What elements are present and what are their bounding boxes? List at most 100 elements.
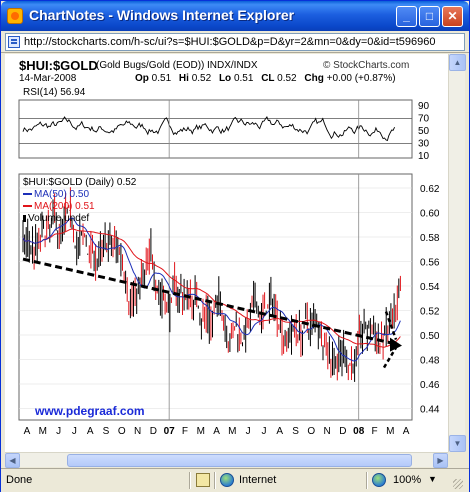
rsi-label: RSI(14) 56.94 [23, 87, 86, 98]
chart-symbol: $HUI:$GOLD [19, 58, 98, 73]
security-icon[interactable] [196, 473, 210, 487]
minimize-button[interactable]: _ [396, 6, 417, 27]
price-tick-label: 0.46 [420, 380, 440, 391]
security-zone[interactable]: Internet [239, 474, 277, 486]
x-tick-label: A [403, 426, 410, 437]
title-bar[interactable]: ChartNotes - Windows Internet Explorer _… [1, 1, 469, 31]
x-tick-label: D [339, 426, 346, 437]
ma50-line [22, 217, 401, 362]
price-panel: 0.62 0.60 0.58 0.56 0.54 0.52 0.50 0.48 0.46 0.44… [18, 173, 440, 437]
close-value: 0.52 [277, 73, 297, 84]
legend-volume: Volume undef [23, 213, 89, 224]
x-tick-label: S [292, 426, 299, 437]
x-tick-label: A [276, 426, 283, 437]
zoom-icon[interactable] [372, 473, 386, 487]
zoom-dropdown-icon[interactable]: ▼ [428, 474, 437, 484]
x-tick-label: 07 [164, 426, 176, 437]
arrow-head [390, 337, 402, 352]
high-label: Hi [178, 73, 189, 84]
resize-grip-icon[interactable] [453, 479, 463, 489]
scroll-down-button[interactable]: ▼ [449, 435, 466, 452]
status-divider [214, 472, 215, 489]
legend-ma50: MA(50) 0.50 [23, 189, 89, 200]
x-tick-label: O [118, 426, 126, 437]
horizontal-scrollbar[interactable]: ◀ ▶ [5, 452, 448, 468]
price-tick-label: 0.54 [420, 282, 440, 293]
watermark-link[interactable]: www.pdegraaf.com [35, 404, 145, 418]
price-tick-label: 0.52 [420, 307, 440, 318]
x-tick-label: M [386, 426, 394, 437]
address-url[interactable]: http://stockcharts.com/h-sc/ui?s=$HUI:$G… [24, 36, 436, 48]
rsi-tick-label: 70 [418, 114, 430, 125]
x-tick-label: M [228, 426, 236, 437]
vertical-scrollbar[interactable]: ▲ ▼ [448, 54, 466, 452]
ohlc-readout: Op 0.51 Hi 0.52 Lo 0.51 CL 0.52 Chg +0.0… [135, 73, 401, 84]
close-label: CL [261, 73, 275, 84]
zoom-level[interactable]: 100% [393, 474, 422, 486]
status-divider [366, 472, 367, 489]
price-tick-label: 0.58 [420, 233, 440, 244]
legend-volume-text: Volume undef [28, 213, 90, 224]
chart-exchange: INDX/INDX [207, 60, 258, 71]
address-bar: http://stockcharts.com/h-sc/ui?s=$HUI:$G… [1, 31, 469, 53]
chart-date: 14-Mar-2008 [19, 73, 77, 84]
legend-ma200: MA(200) 0.51 [23, 201, 95, 212]
change-value: +0.00 (+0.87%) [326, 73, 396, 84]
internet-zone-icon [220, 473, 234, 487]
x-tick-label: J [261, 426, 266, 437]
page-content: $HUI:$GOLD (Gold Bugs/Gold (EOD)) INDX/I… [5, 54, 448, 452]
price-label: $HUI:$GOLD (Daily) 0.52 [23, 177, 137, 188]
x-tick-label: A [87, 426, 94, 437]
x-tick-label: O [307, 426, 315, 437]
price-tick-label: 0.50 [420, 331, 440, 342]
address-field[interactable]: http://stockcharts.com/h-sc/ui?s=$HUI:$G… [5, 33, 465, 51]
status-text: Done [6, 474, 33, 486]
close-button[interactable]: ✕ [442, 6, 463, 27]
x-tick-label: 08 [353, 426, 365, 437]
low-label: Lo [218, 73, 232, 84]
x-tick-label: D [150, 426, 157, 437]
x-tick-label: M [197, 426, 205, 437]
price-tick-label: 0.56 [420, 258, 440, 269]
rsi-line [22, 115, 396, 142]
x-tick-label: A [24, 426, 31, 437]
scroll-right-button[interactable]: ▶ [433, 453, 448, 468]
high-value: 0.52 [191, 73, 212, 84]
status-divider [189, 472, 190, 489]
rsi-frame [18, 99, 413, 159]
rsi-tick-label: 10 [418, 151, 430, 162]
ma200-line [22, 228, 401, 348]
x-tick-label: J [246, 426, 251, 437]
price-tick-label: 0.60 [420, 209, 440, 220]
status-bar: Done Internet 100% ▼ [1, 468, 469, 492]
stock-chart: $HUI:$GOLD (Gold Bugs/Gold (EOD)) INDX/I… [5, 54, 448, 452]
page-icon [8, 36, 20, 48]
open-value: 0.51 [151, 73, 172, 84]
maximize-button[interactable]: □ [419, 6, 440, 27]
projection-down-arrow [382, 346, 398, 369]
horizontal-scroll-thumb[interactable] [67, 454, 412, 467]
rsi-tick-label: 90 [418, 101, 430, 112]
legend-ma200-text: MA(200) 0.51 [34, 201, 95, 212]
app-icon [7, 8, 23, 24]
rsi-tick-label: 30 [418, 139, 430, 150]
x-tick-label: N [324, 426, 331, 437]
x-tick-label: A [213, 426, 220, 437]
price-tick-label: 0.44 [420, 405, 440, 416]
x-tick-label: N [134, 426, 141, 437]
x-tick-label: F [182, 426, 188, 437]
x-tick-label: S [103, 426, 110, 437]
x-tick-label: M [39, 426, 47, 437]
scroll-up-button[interactable]: ▲ [449, 54, 466, 71]
price-tick-label: 0.62 [420, 184, 440, 195]
stockcharts-logo[interactable]: © StockCharts.com [323, 60, 410, 71]
window-title: ChartNotes - Windows Internet Explorer [29, 7, 295, 23]
open-label: Op [135, 73, 149, 84]
rsi-tick-label: 50 [418, 126, 430, 137]
legend-ma50-text: MA(50) 0.50 [34, 189, 90, 200]
scroll-left-button[interactable]: ◀ [5, 453, 20, 468]
price-tick-label: 0.48 [420, 356, 440, 367]
